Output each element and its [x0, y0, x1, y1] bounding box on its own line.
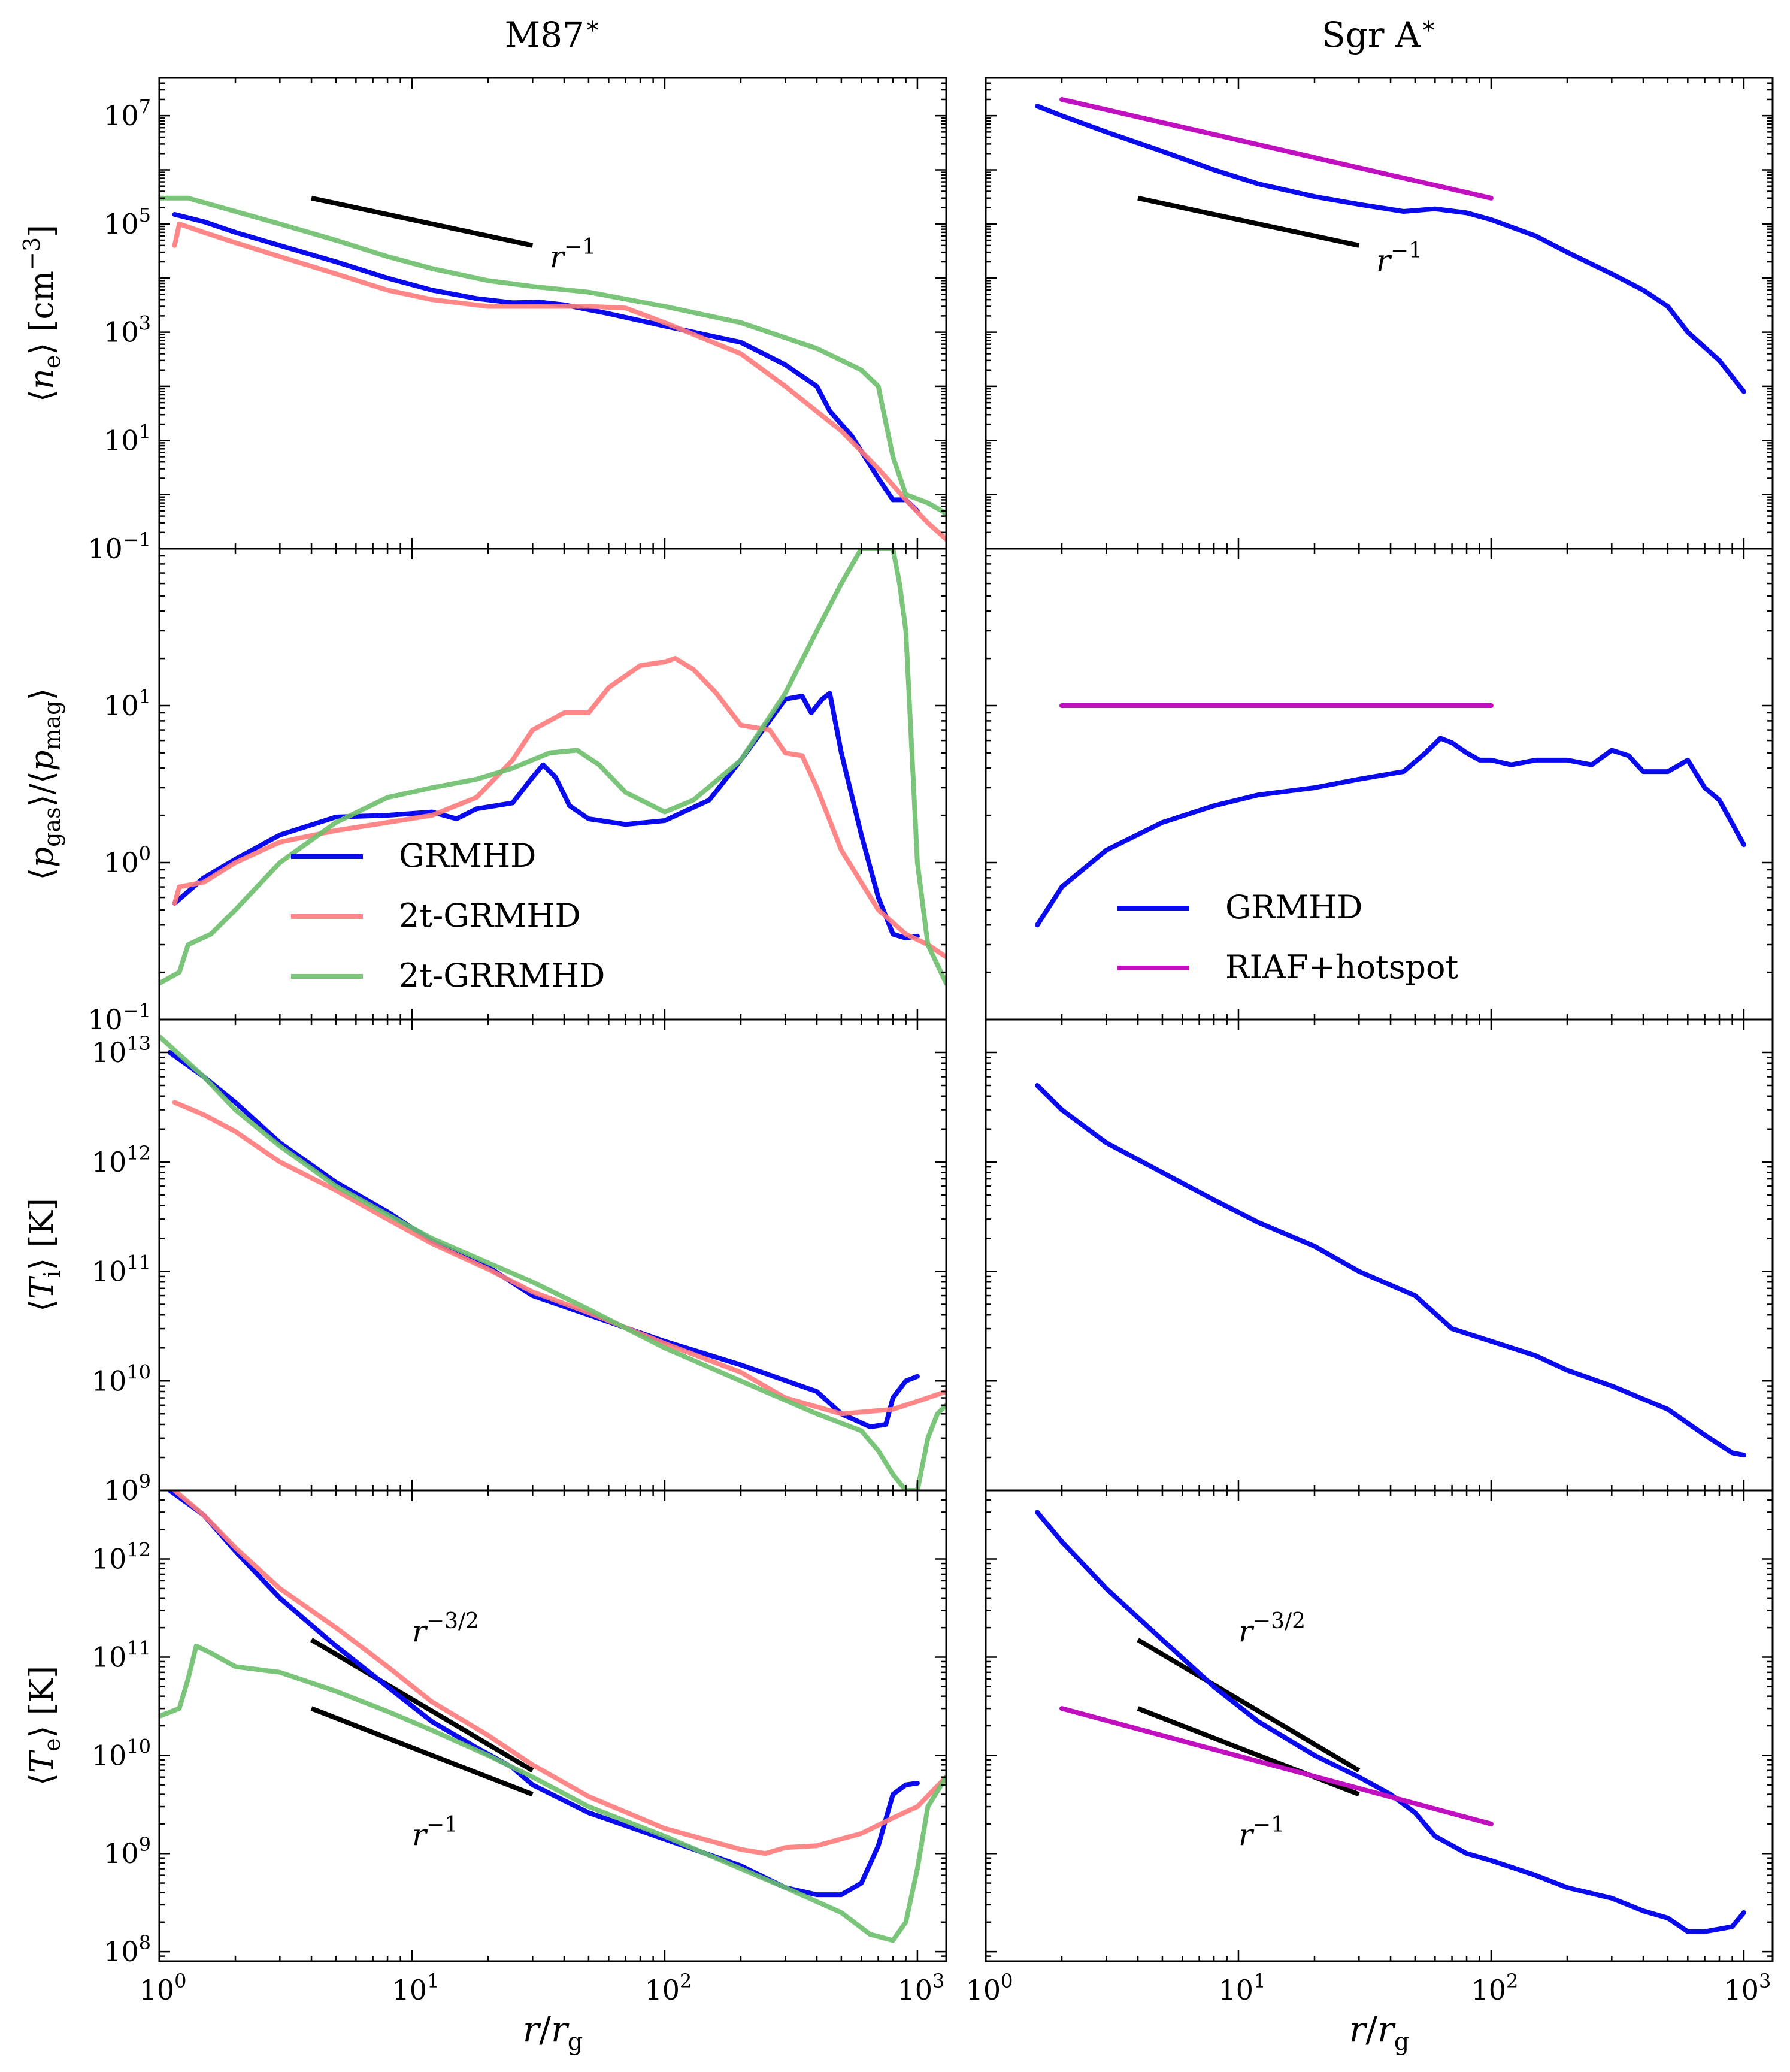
panel-7-plot — [1035, 1510, 1746, 1934]
ytick-label-0: 105 — [104, 204, 151, 240]
series-grmhd-5 — [1035, 736, 1746, 928]
svg-text:r−1: r−1 — [1238, 1813, 1285, 1852]
series-2t-grmhd-0 — [172, 221, 946, 542]
guide-line-0-0 — [311, 195, 534, 248]
series-2t-grrmhd-1 — [159, 549, 946, 986]
svg-text:⟨Ti⟩ [K]: ⟨Ti⟩ [K] — [23, 1198, 65, 1312]
svg-text:M87∗: M87∗ — [505, 12, 601, 55]
series-2t-grmhd-3 — [172, 1490, 946, 1856]
xtick-label-7: 101 — [1219, 1970, 1266, 2006]
series-riaf-hotspot-4 — [1059, 97, 1494, 201]
guide-line-7-0 — [1137, 1638, 1361, 1773]
ylabel-ion-temperature: ⟨Ti⟩ [K] — [23, 1198, 65, 1312]
svg-text:r−1: r−1 — [550, 235, 596, 274]
xtick-label-3: 103 — [897, 1970, 944, 2006]
guide-line-3-0 — [310, 1638, 534, 1773]
axes-layer: 10−1 101 103 105 107 10−1 100 101 109 1010 1011 101… — [87, 77, 1774, 2006]
series-riaf-hotspot-7 — [1059, 1706, 1494, 1826]
svg-text:r−3/2: r−3/2 — [1238, 1609, 1306, 1648]
panel-1-plot — [159, 549, 946, 986]
ytick-label-1: 100 — [104, 842, 151, 879]
guide-label-l3a: r−3/2 — [412, 1609, 479, 1648]
panel-6-plot — [1035, 1083, 1746, 1458]
guide-label-r3b: r−1 — [1238, 1813, 1285, 1852]
legend-label-riaf-hotspot: RIAF+hotspot — [1225, 948, 1458, 986]
ytick-label-1: 10−1 — [87, 999, 151, 1036]
ytick-label-0: 10−1 — [87, 528, 151, 565]
ytick-label-2: 109 — [104, 1470, 151, 1507]
xtick-label-3: 102 — [644, 1970, 692, 2006]
guide-label-r3a: r−3/2 — [1238, 1609, 1306, 1648]
series-grmhd-4 — [1035, 104, 1746, 394]
svg-text:r−1: r−1 — [412, 1813, 458, 1852]
ytick-label-3: 1012 — [92, 1539, 151, 1575]
ytick-label-0: 101 — [104, 420, 151, 456]
data-layer — [159, 97, 1746, 1943]
svg-text:r−1: r−1 — [1376, 238, 1422, 278]
series-2t-grmhd-2 — [172, 1100, 946, 1417]
ytick-label-0: 103 — [104, 312, 151, 349]
ylabel-density: ⟨ne⟩ [cm−3] — [19, 225, 65, 402]
axes-frame-1 — [158, 548, 947, 1021]
xlabel-right: r/rg — [1349, 2009, 1410, 2056]
guide-line-3-1 — [310, 1706, 534, 1797]
svg-text:Sgr A∗: Sgr A∗ — [1322, 12, 1437, 55]
axes-frame-4 — [985, 77, 1774, 550]
panel-2-plot — [159, 1034, 946, 1490]
ytick-label-2: 1010 — [92, 1360, 151, 1397]
series-2t-grrmhd-0 — [159, 195, 946, 516]
xtick-label-7: 103 — [1724, 1970, 1771, 2006]
column-title-m87: M87∗ — [505, 12, 601, 55]
ytick-label-3: 1010 — [92, 1735, 151, 1771]
ytick-label-2: 1012 — [92, 1142, 151, 1178]
guide-label-l0: r−1 — [550, 235, 596, 274]
legend-layer: GRMHD 2t-GRMHD 2t-GRRMHD GRMHD RIAF+hotspot — [291, 837, 1458, 994]
svg-text:r/rg: r/rg — [523, 2009, 583, 2056]
xtick-label-3: 100 — [140, 1970, 187, 2006]
series-grmhd-1 — [172, 691, 920, 941]
svg-text:⟨ne⟩ [cm−3]: ⟨ne⟩ [cm−3] — [19, 225, 65, 402]
panel-0-plot — [159, 195, 946, 542]
guide-line-4-0 — [1137, 195, 1360, 248]
panel-5-plot — [1035, 703, 1746, 928]
ytick-label-3: 1011 — [92, 1637, 151, 1673]
guide-label-r0: r−1 — [1376, 238, 1422, 278]
svg-text:⟨pgas⟩/⟨pmag⟩: ⟨pgas⟩/⟨pmag⟩ — [23, 688, 65, 880]
xtick-label-3: 101 — [392, 1970, 440, 2006]
series-grmhd-2 — [167, 1050, 920, 1429]
guide-label-l3b: r−1 — [412, 1813, 458, 1852]
legend-label-2t-grrmhd: 2t-GRRMHD — [399, 957, 605, 994]
ylabel-electron-temperature: ⟨Te⟩ [K] — [23, 1666, 65, 1786]
panel-3-plot — [159, 1490, 946, 1943]
series-2t-grrmhd-2 — [159, 1034, 946, 1490]
series-grmhd-3 — [167, 1490, 920, 1898]
legend-label-2t-grmhd: 2t-GRMHD — [399, 897, 581, 934]
column-title-sgra: Sgr A∗ — [1322, 12, 1437, 55]
axes-frame-0 — [158, 77, 947, 550]
series-grmhd-7 — [1035, 1510, 1746, 1934]
ylabel-beta: ⟨pgas⟩/⟨pmag⟩ — [23, 688, 65, 880]
svg-text:⟨Te⟩ [K]: ⟨Te⟩ [K] — [23, 1666, 65, 1786]
svg-text:r/rg: r/rg — [1349, 2009, 1410, 2056]
ytick-label-3: 109 — [104, 1833, 151, 1870]
series-2t-grrmhd-3 — [159, 1643, 946, 1943]
legend-label-grmhd: GRMHD — [399, 837, 536, 875]
ytick-label-0: 107 — [104, 95, 151, 132]
xlabel-left: r/rg — [523, 2009, 583, 2056]
axes-frame-6 — [985, 1018, 1774, 1492]
panel-4-plot — [1035, 97, 1746, 394]
ytick-label-2: 1011 — [92, 1251, 151, 1288]
axes-frame-3 — [158, 1489, 947, 1962]
ytick-label-3: 108 — [104, 1931, 151, 1968]
axes-frame-7 — [985, 1489, 1774, 1962]
legend-label-grmhd: GRMHD — [1225, 888, 1362, 926]
svg-text:r−3/2: r−3/2 — [412, 1609, 479, 1648]
ytick-label-2: 1013 — [92, 1032, 151, 1069]
xtick-label-7: 100 — [966, 1970, 1013, 2006]
xtick-label-7: 102 — [1471, 1970, 1518, 2006]
ytick-label-1: 101 — [104, 685, 151, 722]
series-grmhd-6 — [1035, 1083, 1746, 1458]
